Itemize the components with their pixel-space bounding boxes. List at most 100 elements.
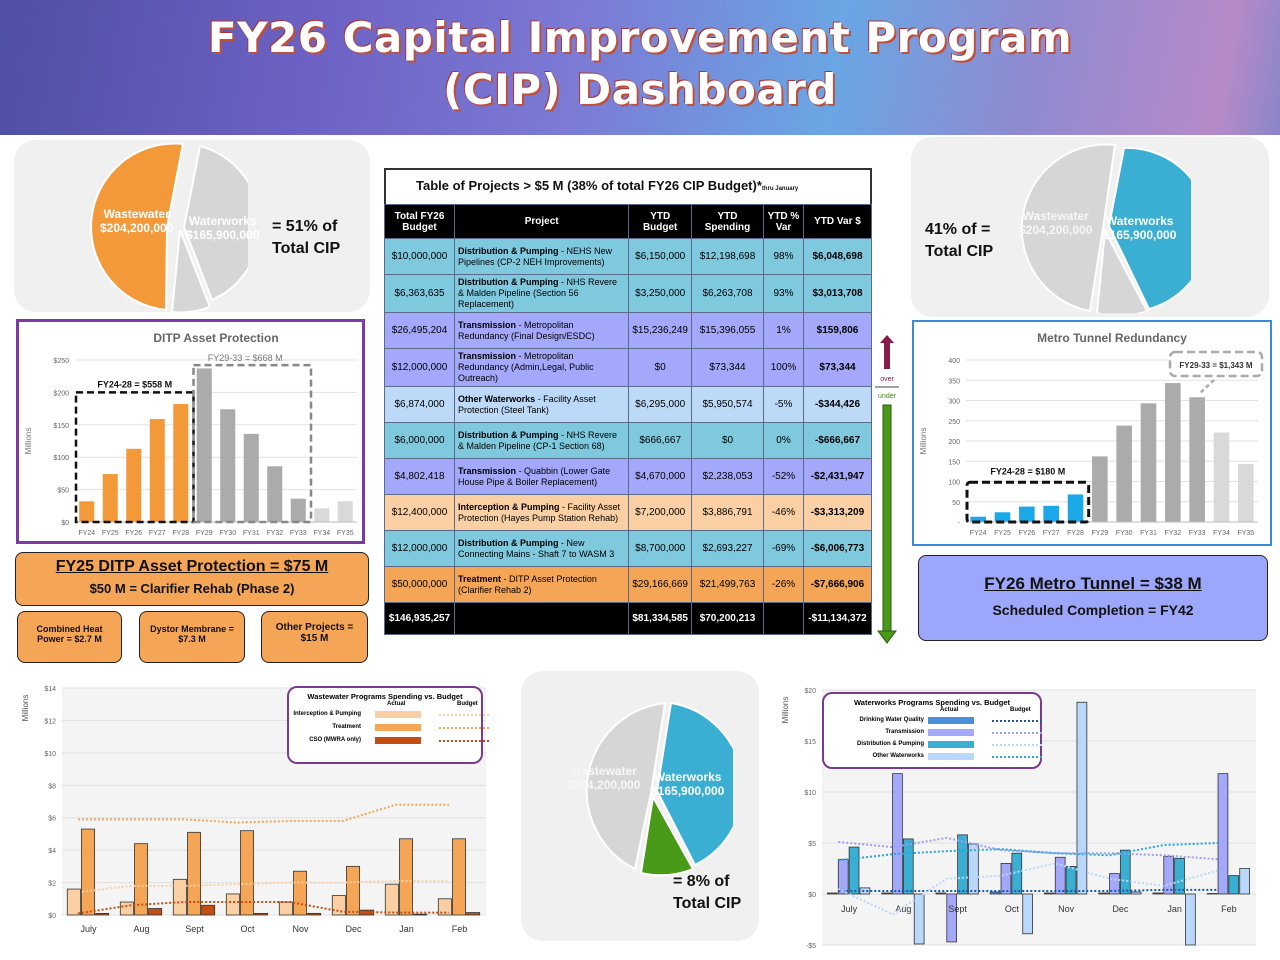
svg-text:$250: $250: [53, 358, 69, 365]
cell-project: Distribution & Pumping - NEHS New Pipeli…: [453, 238, 630, 275]
legend-swatch-budget: [992, 720, 1042, 722]
svg-text:Jan: Jan: [1167, 904, 1182, 914]
bar: [148, 908, 163, 916]
cell-ytd-pct-var: -52%: [763, 458, 804, 495]
bar: [466, 912, 481, 916]
legend-swatch-actual: [375, 737, 421, 744]
svg-text:FY29-33 = $1,343 M: FY29-33 = $1,343 M: [1179, 361, 1252, 370]
other-pie: [585, 701, 733, 877]
budget-line: [838, 842, 1219, 862]
svg-text:Oct: Oct: [1005, 904, 1020, 914]
cell-ytd-pct-var: -5%: [763, 386, 804, 423]
waterworks-legend: Waterworks Programs Spending vs. Budget …: [822, 692, 1042, 769]
svg-text:Sept: Sept: [948, 904, 967, 914]
bar: [360, 909, 375, 916]
cell-ytd-var: -$2,431,947: [803, 458, 872, 495]
bar: [892, 773, 903, 895]
svg-text:FY30: FY30: [1116, 530, 1133, 537]
bar: [913, 893, 925, 945]
table-row: $12,000,000 Transmission - Metropolitan R…: [384, 348, 872, 387]
legend-item: Drinking Water Quality: [824, 716, 1042, 728]
svg-text:$5: $5: [808, 841, 816, 848]
bar: [1116, 425, 1132, 522]
pie-label-wastewater: Wastewater $204,200,000: [567, 764, 641, 792]
cell-project: Transmission - Metropolitan Redundancy (…: [453, 348, 630, 387]
cell-ytd-pct-var: 0%: [763, 422, 804, 459]
wastewater-legend: Wastewater Programs Spending vs. Budget …: [287, 686, 489, 764]
legend-label: CSO (MWRA only): [309, 737, 361, 743]
bar: [79, 501, 95, 522]
svg-text:350: 350: [948, 378, 960, 385]
svg-text:Sept: Sept: [185, 924, 204, 934]
svg-text:FY27: FY27: [149, 530, 166, 537]
svg-text:FY24-28 = $558 M: FY24-28 = $558 M: [97, 379, 172, 389]
cell-ytd-spending: $0: [691, 422, 764, 459]
bar: [1065, 866, 1077, 895]
svg-text:$4: $4: [48, 848, 56, 855]
svg-text:100: 100: [948, 480, 960, 487]
bar: [1067, 494, 1084, 522]
cell-ytd-pct-var: 100%: [763, 348, 804, 387]
cell-project: Interception & Pumping - Facility Asset …: [453, 494, 630, 531]
metro-chart-panel: Metro Tunnel Redundancy Millions - 50 100 150…: [912, 320, 1272, 546]
bar: [1098, 892, 1109, 895]
bar: [1239, 868, 1250, 895]
legend-actual-header: Actual: [387, 701, 406, 707]
legend-label: Interception & Pumping: [293, 711, 361, 717]
svg-text:$8: $8: [48, 783, 56, 790]
svg-text:Aug: Aug: [895, 904, 911, 914]
table-row: $6,000,000 Distribution & Pumping - NHS R…: [384, 422, 872, 459]
cell-ytd-spending: $21,499,763: [691, 566, 764, 603]
svg-text:FY35: FY35: [1237, 530, 1254, 537]
bar: [827, 892, 838, 895]
svg-text:FY26: FY26: [1018, 530, 1035, 537]
cell-ytd-budget: $8,700,000: [628, 530, 692, 567]
bar: [1011, 852, 1023, 895]
cell-ytd-pct-var: 98%: [763, 238, 804, 275]
bar: [1228, 875, 1240, 895]
legend-swatch-budget: [992, 744, 1042, 746]
legend-swatch-budget: [439, 727, 489, 729]
svg-text:FY25: FY25: [994, 530, 1011, 537]
legend-item: Other Waterworks: [824, 752, 1042, 764]
legend-swatch-actual: [928, 717, 974, 724]
table-row: $12,000,000 Distribution & Pumping - New …: [384, 530, 872, 567]
wastewater-spending-chart-panel: Millions $0 $2 $4 $6 $8 $10 $12 $14 July Aug Sept Oc…: [20, 680, 490, 940]
bar: [970, 516, 986, 522]
svg-text:$10: $10: [804, 790, 816, 797]
legend-item: Distribution & Pumping: [824, 740, 1042, 752]
cell-ytd-pct-var: -46%: [763, 494, 804, 531]
cell-total-budget: $26,495,204: [384, 312, 455, 349]
bar: [1163, 855, 1175, 895]
cell-ytd-spending: $5,950,574: [691, 386, 764, 423]
svg-text:300: 300: [948, 399, 960, 406]
cell-ytd-spending: $2,693,227: [691, 530, 764, 567]
cell-ytd-budget: $7,200,000: [628, 494, 692, 531]
svg-text:FY30: FY30: [219, 530, 236, 537]
legend-swatch-actual: [375, 724, 421, 731]
legend-swatch-actual: [928, 729, 974, 736]
bar: [1054, 856, 1066, 895]
cell-ytd-spending: $6,263,708: [691, 274, 764, 313]
bar: [384, 883, 399, 916]
total-cell: $70,200,213: [691, 602, 764, 635]
cell-ytd-var: -$7,666,906: [803, 566, 872, 603]
cell-ytd-pct-var: -26%: [763, 566, 804, 603]
bar: [196, 368, 212, 522]
svg-text:FY24: FY24: [78, 530, 95, 537]
bar: [278, 901, 293, 916]
legend-swatch-actual: [928, 753, 974, 760]
bar: [331, 895, 346, 916]
cell-ytd-budget: $6,150,000: [628, 238, 692, 275]
cell-ytd-budget: $6,295,000: [628, 386, 692, 423]
bar: [1130, 891, 1142, 895]
cell-total-budget: $6,363,635: [384, 274, 455, 313]
svg-text:FY26: FY26: [125, 530, 142, 537]
bar: [81, 828, 95, 916]
table-header-row: Total FY26 Budget Project YTD Budget YTD…: [384, 204, 872, 239]
bar: [240, 830, 254, 916]
pie-label-waterworks: Waterworks $165,900,000: [1103, 214, 1177, 242]
svg-text:200: 200: [948, 439, 960, 446]
bar: [1019, 506, 1035, 522]
svg-text:FY35: FY35: [337, 530, 354, 537]
